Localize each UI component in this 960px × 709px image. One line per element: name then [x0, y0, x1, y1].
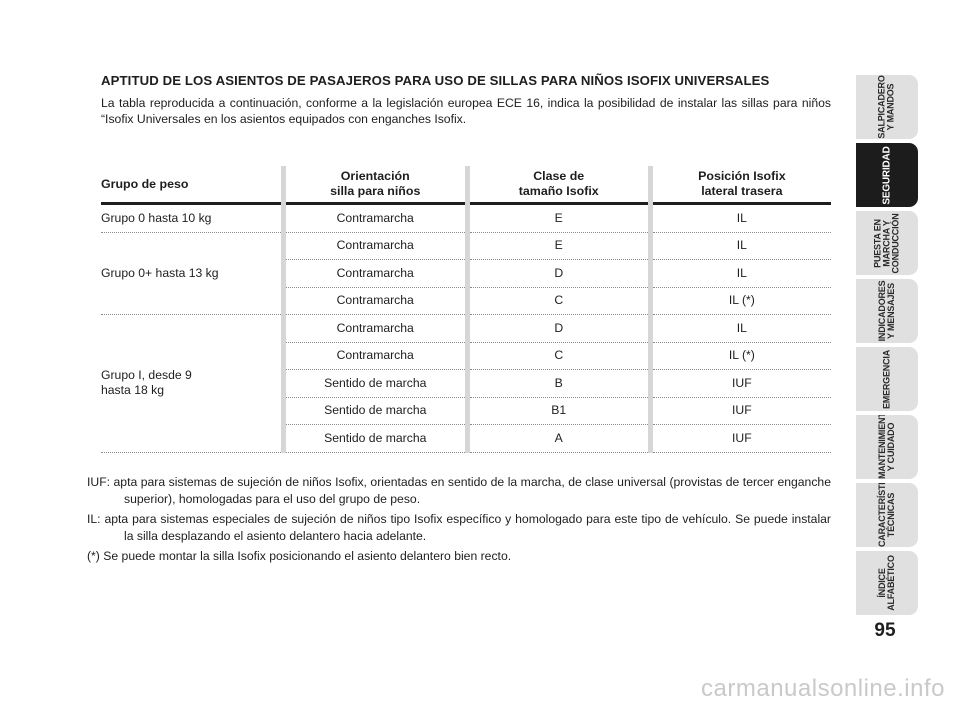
table-row: Contramarcha C IL (*) — [101, 342, 831, 370]
size-class-cell: C — [464, 287, 651, 315]
table-row: Grupo 0 hasta 10 kg Contramarcha E IL — [101, 203, 831, 233]
orientation-cell: Contramarcha — [280, 232, 468, 260]
header-weight-group-label: Grupo de peso — [101, 176, 189, 191]
orientation-cell: Sentido de marcha — [280, 397, 468, 425]
header-size-class-label: Clase de tamaño Isofix — [518, 169, 599, 198]
size-class-cell: B1 — [464, 397, 651, 425]
tab-seguridad[interactable]: SEGURIDAD — [856, 143, 918, 207]
tab-label: PUESTA EN MARCHA Y CONDUCCIÓN — [872, 213, 901, 273]
intro-paragraph: La tabla reproducida a continuación, con… — [101, 96, 831, 126]
table-row: Contramarcha D IL — [101, 259, 831, 288]
note-iuf: IUF: apta para sistemas de sujeción de n… — [87, 475, 831, 506]
table-row: Contramarcha C IL (*) — [101, 287, 831, 315]
tab-label: SEGURIDAD — [881, 145, 893, 205]
table-header-row: Grupo de peso Orientación silla para niñ… — [101, 166, 831, 205]
group-1-cell: Grupo I, desde 9 hasta 18 kg — [101, 314, 284, 453]
position-cell: IL — [647, 203, 831, 233]
position-cell: IUF — [647, 397, 831, 425]
isofix-table: Grupo de peso Orientación silla para niñ… — [101, 166, 831, 453]
page-number: 95 — [874, 620, 896, 641]
orientation-cell: Contramarcha — [280, 314, 468, 343]
position-cell: IL (*) — [647, 342, 831, 370]
size-class-cell: C — [464, 342, 651, 370]
watermark: carmanualsonline.info — [701, 675, 945, 702]
group-0-cell: Grupo 0 hasta 10 kg — [101, 203, 284, 233]
main-content: APTITUD DE LOS ASIENTOS DE PASAJEROS PAR… — [101, 72, 831, 127]
tab-label: CARACTERÍSTICAS TÉCNICAS — [877, 483, 896, 547]
orientation-cell: Contramarcha — [280, 203, 468, 233]
position-cell: IUF — [647, 424, 831, 453]
header-orientation: Orientación silla para niños — [280, 166, 468, 205]
size-class-cell: D — [464, 259, 651, 288]
orientation-cell: Contramarcha — [280, 342, 468, 370]
table-row: Sentido de marcha B IUF — [101, 369, 831, 398]
tab-emergencia[interactable]: EMERGENCIA — [856, 347, 918, 411]
tab-label: MANTENIMIENTO Y CUIDADO — [877, 415, 896, 479]
group-0-label: Grupo 0 hasta 10 kg — [101, 210, 212, 225]
group-1-label: Grupo I, desde 9 hasta 18 kg — [101, 368, 192, 398]
tab-label: ÍNDICE ALFABÉTICO — [877, 555, 896, 611]
note-asterisk: (*) Se puede montar la silla Isofix posi… — [87, 549, 512, 563]
table-row: Grupo I, desde 9 hasta 18 kg Contramarch… — [101, 314, 831, 453]
size-class-cell: E — [464, 203, 651, 233]
tab-puesta-en-marcha[interactable]: PUESTA EN MARCHA Y CONDUCCIÓN — [856, 211, 918, 275]
section-heading: APTITUD DE LOS ASIENTOS DE PASAJEROS PAR… — [101, 73, 770, 88]
position-cell: IL — [647, 232, 831, 260]
group-0plus-label: Grupo 0+ hasta 13 kg — [101, 265, 219, 280]
size-class-cell: D — [464, 314, 651, 343]
footnotes: IUF: apta para sistemas de sujeción de n… — [87, 474, 831, 569]
orientation-cell: Sentido de marcha — [280, 424, 468, 453]
header-size-class: Clase de tamaño Isofix — [464, 166, 651, 205]
orientation-cell: Contramarcha — [280, 287, 468, 315]
header-orientation-label: Orientación silla para niños — [330, 169, 421, 198]
note-il: IL: apta para sistemas especiales de suj… — [87, 512, 831, 543]
tab-caracteristicas[interactable]: CARACTERÍSTICAS TÉCNICAS — [856, 483, 918, 547]
tab-mantenimiento[interactable]: MANTENIMIENTO Y CUIDADO — [856, 415, 918, 479]
tab-label: EMERGENCIA — [881, 349, 892, 409]
group-0plus-cell: Grupo 0+ hasta 13 kg — [101, 232, 284, 315]
orientation-cell: Contramarcha — [280, 259, 468, 288]
position-cell: IL — [647, 259, 831, 288]
table-row: Sentido de marcha A IUF — [101, 424, 831, 453]
position-cell: IL (*) — [647, 287, 831, 315]
position-cell: IL — [647, 314, 831, 343]
size-class-cell: E — [464, 232, 651, 260]
tab-indice[interactable]: ÍNDICE ALFABÉTICO — [856, 551, 918, 615]
tab-label: SALPICADERO Y MANDOS — [877, 75, 896, 139]
header-weight-group: Grupo de peso — [101, 166, 284, 205]
tab-indicadores[interactable]: INDICADORES Y MENSAJES — [856, 279, 918, 343]
size-class-cell: B — [464, 369, 651, 398]
size-class-cell: A — [464, 424, 651, 453]
orientation-cell: Sentido de marcha — [280, 369, 468, 398]
header-rear-position: Posición Isofix lateral trasera — [647, 166, 831, 205]
position-cell: IUF — [647, 369, 831, 398]
tab-salpicadero[interactable]: SALPICADERO Y MANDOS — [856, 75, 918, 139]
table-row: Grupo 0+ hasta 13 kg Contramarcha E IL — [101, 232, 831, 315]
table-row: Sentido de marcha B1 IUF — [101, 397, 831, 425]
header-rear-position-label: Posición Isofix lateral trasera — [698, 169, 786, 198]
tab-label: INDICADORES Y MENSAJES — [877, 280, 896, 342]
